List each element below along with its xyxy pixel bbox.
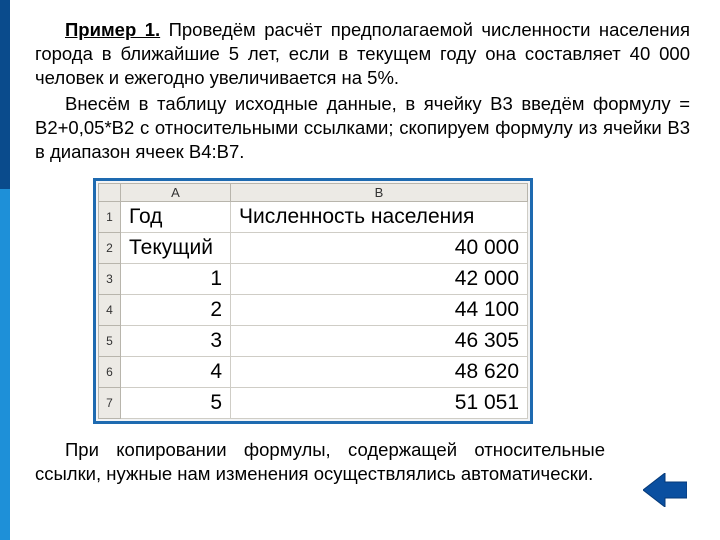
- cell-b1[interactable]: Численность населения: [231, 202, 528, 233]
- spreadsheet-frame: A B 1 Год Численность населения 2 Текущи…: [93, 178, 533, 424]
- row-header: 7: [99, 388, 121, 419]
- col-header-b: B: [231, 184, 528, 202]
- row-header: 3: [99, 264, 121, 295]
- cell-b4[interactable]: 44 100: [231, 295, 528, 326]
- cell-b5[interactable]: 46 305: [231, 326, 528, 357]
- row-header: 4: [99, 295, 121, 326]
- paragraph-2: Внесём в таблицу исходные данные, в ячей…: [35, 92, 690, 164]
- spreadsheet-table: A B 1 Год Численность населения 2 Текущи…: [98, 183, 528, 419]
- row-header: 1: [99, 202, 121, 233]
- table-row: 1 Год Численность населения: [99, 202, 528, 233]
- cell-b3[interactable]: 42 000: [231, 264, 528, 295]
- table-row: 2 Текущий 40 000: [99, 233, 528, 264]
- table-row: 5 3 46 305: [99, 326, 528, 357]
- table-row: 3 1 42 000: [99, 264, 528, 295]
- cell-b7[interactable]: 51 051: [231, 388, 528, 419]
- side-stripe: [0, 0, 10, 540]
- cell-a4[interactable]: 2: [121, 295, 231, 326]
- content-area: Пример 1. Проведём расчёт предполагаемой…: [35, 18, 690, 486]
- column-header-row: A B: [99, 184, 528, 202]
- prev-slide-button[interactable]: [642, 472, 688, 508]
- paragraph-1: Пример 1. Проведём расчёт предполагаемой…: [35, 18, 690, 90]
- example-label: Пример 1.: [65, 19, 160, 40]
- cell-a1[interactable]: Год: [121, 202, 231, 233]
- cell-a6[interactable]: 4: [121, 357, 231, 388]
- cell-a7[interactable]: 5: [121, 388, 231, 419]
- row-header: 6: [99, 357, 121, 388]
- cell-a5[interactable]: 3: [121, 326, 231, 357]
- row-header: 5: [99, 326, 121, 357]
- corner-cell: [99, 184, 121, 202]
- cell-b2[interactable]: 40 000: [231, 233, 528, 264]
- arrow-left-icon: [643, 473, 687, 507]
- table-row: 6 4 48 620: [99, 357, 528, 388]
- table-row: 7 5 51 051: [99, 388, 528, 419]
- cell-b6[interactable]: 48 620: [231, 357, 528, 388]
- paragraph-3: При копировании формулы, содержащей отно…: [35, 438, 605, 486]
- cell-a3[interactable]: 1: [121, 264, 231, 295]
- col-header-a: A: [121, 184, 231, 202]
- row-header: 2: [99, 233, 121, 264]
- table-row: 4 2 44 100: [99, 295, 528, 326]
- cell-a2[interactable]: Текущий: [121, 233, 231, 264]
